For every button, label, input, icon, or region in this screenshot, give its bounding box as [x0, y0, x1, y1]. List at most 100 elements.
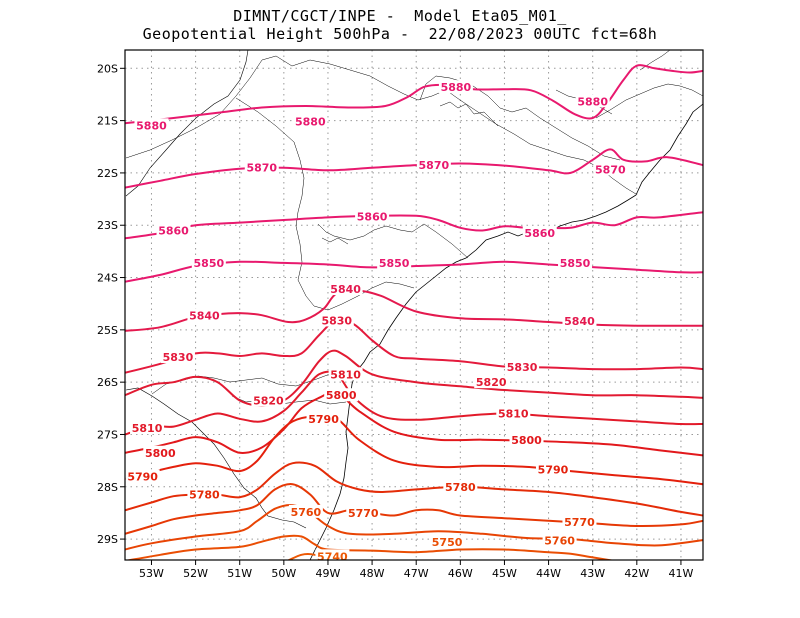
contour-label-5790: 5790	[308, 413, 339, 426]
contour-label-bg	[355, 209, 390, 223]
lon-tick-label: 42W	[624, 567, 649, 580]
contour-label-bg	[328, 282, 363, 296]
contour-label-bg	[416, 158, 451, 172]
contour-label-bg	[562, 514, 597, 528]
contour-label-5810: 5810	[498, 408, 529, 421]
contour-label-bg	[293, 114, 328, 128]
contour-label-5760: 5760	[544, 535, 575, 548]
lat-tick-label: 28S	[97, 481, 118, 494]
contour-label-5870: 5870	[595, 163, 626, 176]
contour-label-bg	[593, 162, 628, 176]
contour-label-5790: 5790	[538, 464, 569, 477]
contour-label-5800: 5800	[145, 447, 176, 460]
contour-label-5860: 5860	[357, 210, 388, 223]
contour-5860	[125, 211, 703, 240]
lon-tick-label: 50W	[271, 567, 296, 580]
lat-tick-label: 21S	[97, 115, 118, 128]
map-frame	[124, 49, 704, 561]
contour-label-bg	[251, 393, 286, 407]
contour-label-5840: 5840	[189, 310, 220, 323]
contour-label-5750: 5750	[432, 536, 463, 549]
contour-5740	[286, 552, 334, 560]
axis-ticks: 53W 52W 51W 50W 49W 48W 47W 46W 45W 44W 43W 42W 41W 2…	[97, 62, 693, 580]
contour-label-5770: 5770	[564, 516, 595, 529]
contour-label-bg	[562, 313, 597, 327]
figure-title-line-1: DIMNT/CGCT/INPE - Model Eta05_M01_	[233, 7, 567, 25]
contour-label-5870: 5870	[419, 159, 450, 172]
contour-label-bg	[156, 223, 191, 237]
contour-label-bg	[160, 350, 195, 364]
lon-tick-label: 46W	[448, 567, 473, 580]
lon-tick-label: 44W	[536, 567, 561, 580]
figure-title-line-2: Geopotential Height 500hPa - 22/08/2023 …	[142, 25, 658, 43]
contour-label-5880: 5880	[441, 81, 472, 94]
contour-label-bg	[474, 375, 509, 389]
lat-tick-label: 29S	[97, 533, 118, 546]
contour-label-5820: 5820	[253, 394, 284, 407]
coastline	[309, 103, 703, 560]
contour-label-5800: 5800	[326, 389, 357, 402]
lon-tick-label: 43W	[580, 567, 605, 580]
contour-label-bg	[315, 549, 350, 563]
contour-label-5860: 5860	[158, 224, 189, 237]
contour-label-5860: 5860	[524, 227, 555, 240]
contour-label-5850: 5850	[379, 257, 410, 270]
contour-label-5880: 5880	[577, 95, 608, 108]
lon-tick-label: 47W	[404, 567, 429, 580]
contour-label-5790: 5790	[127, 470, 158, 483]
contour-label-5770: 5770	[348, 507, 379, 520]
contour-label-5850: 5850	[560, 257, 591, 270]
lat-tick-label: 23S	[97, 219, 118, 232]
lon-tick-label: 53W	[139, 567, 164, 580]
country-border	[125, 50, 307, 529]
contour-label-bg	[306, 411, 341, 425]
contour-label-5850: 5850	[194, 257, 225, 270]
contour-label-5830: 5830	[507, 361, 538, 374]
lat-tick-label: 26S	[97, 376, 118, 389]
contour-5870	[125, 148, 703, 189]
contour-label-5820: 5820	[476, 376, 507, 389]
lon-tick-label: 48W	[360, 567, 385, 580]
contour-label-5830: 5830	[163, 351, 194, 364]
lat-lon-gridlines	[125, 50, 703, 560]
contour-label-5780: 5780	[189, 489, 220, 502]
contour-label-bg	[187, 487, 222, 501]
lon-tick-label: 52W	[183, 567, 208, 580]
contour-labels: 5880 5880 5880 5880 5870 5870 5870 5860 5860 5860…	[125, 80, 628, 563]
contour-5800	[125, 391, 703, 457]
lon-tick-label: 51W	[227, 567, 252, 580]
lon-tick-label: 49W	[316, 567, 341, 580]
lat-tick-label: 27S	[97, 428, 118, 441]
contour-label-bg	[377, 255, 412, 269]
contour-label-5740: 5740	[317, 550, 348, 563]
contour-label-5760: 5760	[291, 506, 322, 519]
contour-label-5800: 5800	[511, 434, 542, 447]
contour-label-bg	[319, 313, 354, 327]
contour-label-bg	[187, 308, 222, 322]
contour-5830	[125, 317, 703, 374]
contour-label-bg	[324, 388, 359, 402]
contour-5880	[125, 64, 703, 125]
contour-label-bg	[288, 504, 323, 518]
contour-label-bg	[496, 406, 531, 420]
contour-label-bg	[130, 421, 165, 435]
contour-5790	[125, 414, 703, 486]
lon-tick-label: 45W	[492, 567, 517, 580]
contour-label-bg	[134, 118, 169, 132]
lat-tick-label: 22S	[97, 167, 118, 180]
contour-label-bg	[505, 359, 540, 373]
contour-label-bg	[522, 226, 557, 240]
contour-label-5780: 5780	[445, 481, 476, 494]
contour-label-bg	[346, 505, 381, 519]
contour-label-5810: 5810	[132, 422, 163, 435]
contour-label-bg	[143, 445, 178, 459]
coastline-and-borders	[125, 50, 703, 560]
lon-tick-label: 41W	[669, 567, 694, 580]
contour-label-bg	[328, 367, 363, 381]
contour-label-5880: 5880	[295, 116, 326, 129]
contour-label-bg	[125, 469, 160, 483]
contour-label-bg	[575, 94, 610, 108]
state-borders	[125, 50, 703, 405]
contour-label-5840: 5840	[564, 315, 595, 328]
